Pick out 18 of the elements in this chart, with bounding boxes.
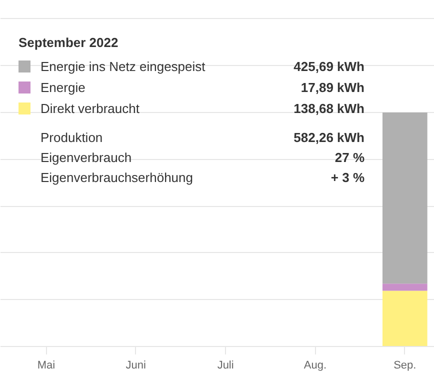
annotation: 582,26 kWh xyxy=(294,130,365,145)
text: 17,89 kWh xyxy=(300,80,365,95)
text: 425,69 kWh xyxy=(294,59,365,74)
legend-label: Energie xyxy=(40,80,86,95)
x-tick-label: Mai xyxy=(37,360,56,372)
x-tick-label: Juli xyxy=(217,360,234,372)
x-tick-label: Sep. xyxy=(394,360,416,372)
annotation: Eigenverbrauch xyxy=(40,150,132,165)
x-tick-label: Aug. xyxy=(304,360,327,372)
annotation: 27 % xyxy=(334,150,365,165)
annotation: 138,68 kWh xyxy=(294,101,365,116)
legend-label: Direkt verbraucht xyxy=(40,101,140,116)
annotation: Eigenverbrauchserhöhung xyxy=(40,170,193,185)
annotation: Produktion xyxy=(40,130,103,145)
x-tick-label: Juni xyxy=(126,360,146,372)
legend-label: Energie ins Netz eingespeist xyxy=(40,59,206,74)
annotation: + 3 % xyxy=(330,170,365,185)
legend-title: September 2022 xyxy=(18,35,118,50)
